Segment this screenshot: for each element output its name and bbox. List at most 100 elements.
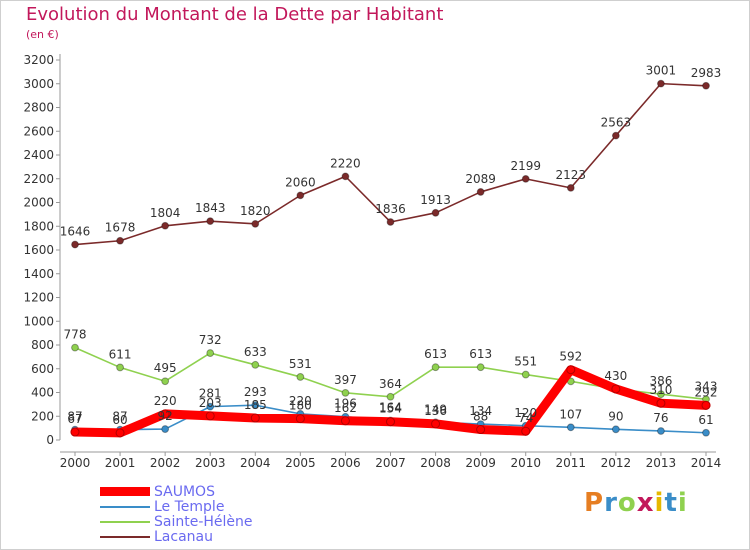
data-label: 1678 [105,221,136,235]
data-label: 136 [424,404,447,418]
data-label: 613 [424,347,447,361]
data-label: 61 [698,413,713,427]
data-point [521,370,530,379]
data-label: 67 [67,412,82,426]
x-tick-label: 2001 [105,456,136,470]
logo-letter: o [617,488,637,518]
data-point [566,423,575,432]
x-tick-label: 2006 [330,456,361,470]
data-label: 92 [158,409,173,423]
data-point [251,360,260,369]
x-tick-label: 2009 [465,456,496,470]
data-label: 592 [559,350,582,364]
data-point [611,384,621,394]
data-label: 551 [514,355,537,369]
y-tick-label: 3200 [23,53,54,67]
legend-swatch [100,487,150,496]
data-label: 633 [244,345,267,359]
legend-swatch [100,506,150,508]
logo-letter: t [664,488,678,518]
legend-swatch [100,536,150,538]
data-label: 162 [334,401,357,415]
data-label: 1804 [150,206,181,220]
y-tick-label: 1400 [23,267,54,281]
x-tick-label: 2002 [150,456,181,470]
data-label: 180 [289,399,312,413]
data-label: 2123 [556,168,587,182]
data-point [341,388,350,397]
data-point [431,208,440,217]
data-point [657,427,665,435]
data-label: 3001 [646,64,677,78]
x-tick-label: 2000 [60,456,91,470]
legend-swatch [100,521,150,523]
data-label: 2563 [601,116,632,130]
data-point [476,363,485,372]
data-label: 88 [473,410,488,424]
data-point [702,81,710,90]
data-label: 1820 [240,204,271,218]
data-point [296,373,305,381]
data-point [161,377,170,386]
data-point [116,363,124,372]
data-label: 1913 [420,193,451,207]
data-point [521,426,531,436]
legend-label: SAUMOS [154,484,215,500]
data-label: 2089 [465,172,496,186]
data-label: 2199 [510,159,541,173]
data-label: 310 [649,383,672,397]
data-point [476,425,486,435]
legend-label: Sainte-Hélène [154,514,253,530]
data-label: 107 [559,407,582,421]
data-point [206,402,215,411]
data-point [611,131,620,140]
y-tick-label: 800 [31,338,54,352]
y-tick-label: 600 [31,362,54,376]
data-label: 531 [289,357,312,371]
data-label: 87 [112,410,127,424]
legend-label: Le Temple [154,499,225,515]
data-label: 134 [469,404,492,418]
y-tick-label: 400 [31,386,54,400]
data-point [431,363,440,372]
data-point [340,416,350,426]
x-tick-label: 2004 [240,456,271,470]
logo-letter: P [584,488,605,518]
proxiti-logo: Proxiti [584,488,688,518]
data-point [657,390,665,399]
x-tick-label: 2012 [601,456,632,470]
data-label: 60 [112,413,127,427]
data-point [476,188,485,196]
data-point [341,172,350,181]
y-tick-label: 200 [31,409,54,423]
y-tick-label: 2000 [23,196,54,210]
logo-letter: x [636,488,655,518]
y-tick-label: 2200 [23,172,54,186]
data-label: 164 [379,401,402,415]
y-tick-label: 2600 [23,124,54,138]
data-label: 386 [649,374,672,388]
x-tick-label: 2008 [420,456,451,470]
x-tick-label: 2005 [285,456,316,470]
data-point [296,191,305,200]
data-label: 293 [244,385,267,399]
y-tick-label: 1600 [23,243,54,257]
x-tick-label: 2014 [691,456,722,470]
data-point [251,219,260,228]
data-point [701,400,711,410]
legend-label: Lacanau [154,529,213,545]
data-point [161,221,170,230]
data-label: 2060 [285,175,316,189]
data-point [71,240,79,249]
x-tick-label: 2013 [646,456,677,470]
data-point [657,79,665,88]
x-tick-label: 2010 [510,456,541,470]
data-label: 90 [608,409,623,423]
data-point [386,392,395,401]
logo-letter: i [654,488,665,518]
data-label: 430 [604,369,627,383]
data-label: 1836 [375,202,406,216]
y-tick-label: 1200 [23,291,54,305]
